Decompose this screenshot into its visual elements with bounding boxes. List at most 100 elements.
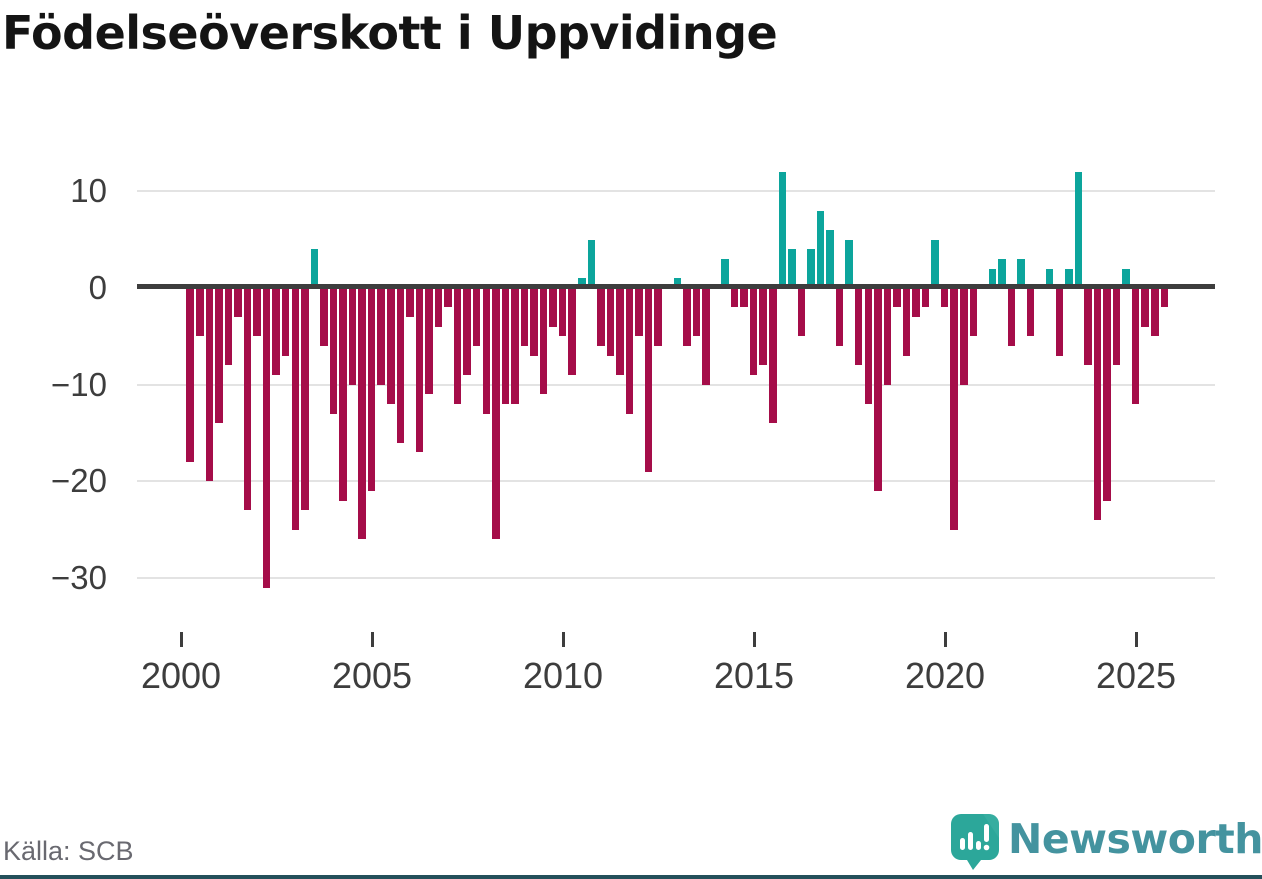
bar-2005Q2 <box>387 288 395 405</box>
bar-2019Q1 <box>912 288 920 317</box>
bar-2024Q3 <box>1122 268 1130 288</box>
x-axis-label-2005: 2005 <box>331 655 413 696</box>
x-axis-label-2020: 2020 <box>904 655 986 696</box>
source-attribution: Källa: SCB <box>3 836 134 866</box>
x-axis-tick-2010 <box>561 632 565 647</box>
bar-2001Q3 <box>243 288 252 511</box>
bar-2024Q4 <box>1131 288 1140 405</box>
newsworthy-logo-icon <box>951 814 999 870</box>
bar-2007Q2 <box>463 288 471 376</box>
bar-2007Q4 <box>482 288 490 414</box>
gridline--10 <box>137 383 1215 386</box>
bar-2021Q3 <box>1007 288 1016 347</box>
bar-2011Q2 <box>616 288 624 376</box>
bar-2016Q1 <box>797 288 806 337</box>
bar-2000Q4 <box>215 288 223 424</box>
chart-title: Födelseöverskott i Uppvidinge <box>2 6 778 60</box>
x-axis-label-2000: 2000 <box>140 655 222 696</box>
bar-2025Q2 <box>1151 288 1159 337</box>
x-axis-label-2025: 2025 <box>1095 655 1177 696</box>
bar-2017Q3 <box>854 288 863 366</box>
x-axis-tick-2000 <box>179 632 183 647</box>
bar-2024Q1 <box>1103 288 1111 501</box>
y-axis-label--30: −30 <box>51 559 107 597</box>
bar-2014Q1 <box>721 258 729 288</box>
bar-2008Q4 <box>520 288 529 347</box>
bar-2017Q1 <box>835 288 844 347</box>
bar-2008Q3 <box>511 288 519 405</box>
bar-2022Q4 <box>1055 288 1063 356</box>
bar-2014Q4 <box>749 288 758 376</box>
bar-2023Q1 <box>1065 268 1073 288</box>
bar-2018Q2 <box>883 288 892 385</box>
x-axis-tick-2025 <box>1134 632 1138 647</box>
x-axis-label-2015: 2015 <box>713 655 795 696</box>
bar-2005Q4 <box>406 288 414 317</box>
bar-2003Q3 <box>320 288 328 347</box>
gridline--20 <box>137 480 1215 483</box>
bar-2006Q4 <box>444 288 452 308</box>
bar-2013Q2 <box>692 288 701 337</box>
bar-2015Q3 <box>778 171 787 288</box>
bar-2004Q1 <box>339 288 347 501</box>
bar-2023Q2 <box>1074 171 1083 288</box>
bar-2018Q1 <box>874 288 882 492</box>
bar-2012Q4 <box>673 278 681 288</box>
bar-2019Q4 <box>940 288 949 308</box>
bar-2025Q1 <box>1141 288 1149 327</box>
bar-2009Q4 <box>558 288 567 337</box>
bar-2015Q2 <box>769 288 777 424</box>
bar-2002Q3 <box>281 288 290 356</box>
bar-2006Q1 <box>415 288 424 453</box>
bar-2002Q2 <box>272 288 280 376</box>
bar-2021Q2 <box>998 258 1006 288</box>
bar-2018Q3 <box>893 288 901 308</box>
bar-2020Q2 <box>960 288 968 385</box>
bar-2002Q4 <box>291 288 299 530</box>
bar-2014Q3 <box>740 288 748 308</box>
bar-2003Q2 <box>310 249 319 288</box>
bar-2017Q2 <box>845 239 853 288</box>
bar-2010Q1 <box>568 288 576 376</box>
bar-2007Q1 <box>453 288 462 405</box>
bar-2009Q3 <box>549 288 557 327</box>
gridline--30 <box>137 577 1215 580</box>
bar-2003Q4 <box>329 288 338 414</box>
bar-2019Q3 <box>931 239 939 288</box>
bar-2000Q2 <box>196 288 204 337</box>
newsworthy-logo-text: Newsworthy <box>1008 815 1262 863</box>
bar-2012Q2 <box>654 288 662 347</box>
bar-2009Q1 <box>530 288 538 356</box>
bar-2013Q1 <box>683 288 691 347</box>
bar-2020Q3 <box>969 288 978 337</box>
bar-2021Q4 <box>1017 258 1025 288</box>
bar-2000Q3 <box>205 288 214 482</box>
y-axis-label--10: −10 <box>51 365 107 403</box>
bar-2001Q2 <box>234 288 242 317</box>
bar-2025Q3 <box>1160 288 1169 308</box>
bar-2015Q1 <box>759 288 767 366</box>
y-axis-label--20: −20 <box>51 462 107 500</box>
bar-2003Q1 <box>301 288 309 511</box>
bar-2001Q1 <box>224 288 233 366</box>
newsworthy-logo: Newsworthy <box>950 813 1262 871</box>
bar-2000Q1 <box>186 288 194 463</box>
bar-2022Q3 <box>1045 268 1054 288</box>
x-axis-tick-2015 <box>752 632 756 647</box>
bar-2022Q1 <box>1026 288 1035 337</box>
x-axis-tick-2005 <box>370 632 374 647</box>
bar-2018Q4 <box>902 288 911 356</box>
x-axis-label-2010: 2010 <box>522 655 604 696</box>
bar-2012Q1 <box>644 288 653 472</box>
bar-2023Q3 <box>1084 288 1092 366</box>
bar-2004Q3 <box>358 288 366 540</box>
bar-2002Q1 <box>262 288 271 588</box>
bar-2015Q4 <box>788 249 796 288</box>
bar-2004Q4 <box>367 288 376 492</box>
bar-2019Q2 <box>921 288 930 308</box>
y-axis-label-0: 0 <box>88 269 107 306</box>
bar-2009Q2 <box>539 288 548 395</box>
bar-2024Q2 <box>1112 288 1121 366</box>
bar-2020Q1 <box>950 288 958 530</box>
bar-2004Q2 <box>348 288 357 385</box>
